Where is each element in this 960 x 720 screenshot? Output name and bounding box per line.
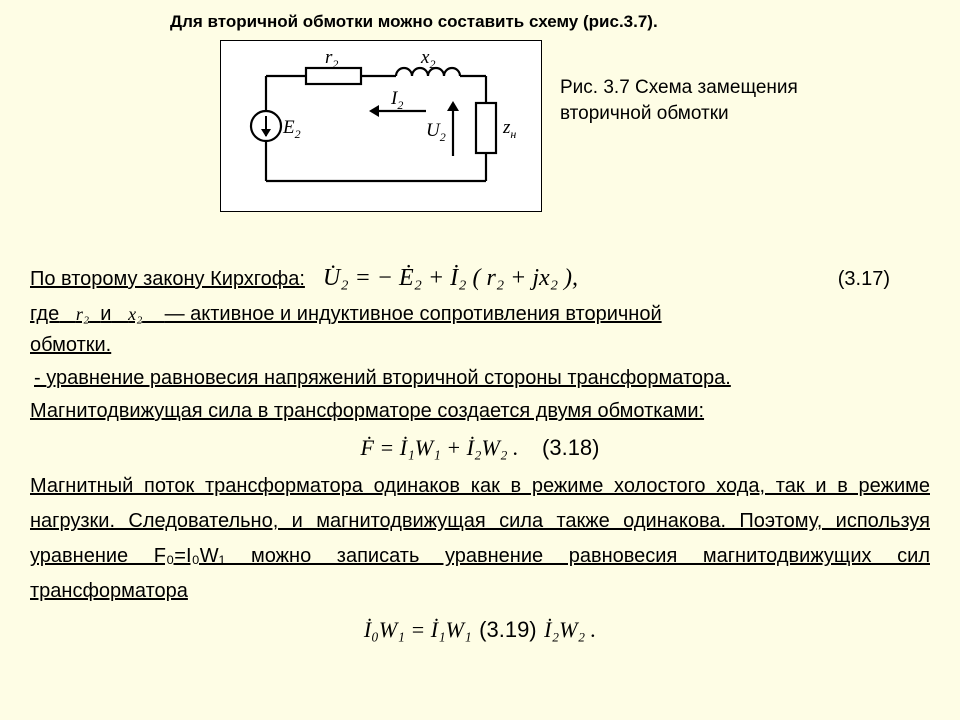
label-u2: U2 <box>426 120 446 144</box>
eq-3-19-num: (3.19) <box>479 617 536 642</box>
eq-3-19-a: İ₀W₁ = İ₁W₁ <box>364 617 472 642</box>
where-line-2: обмотки. <box>30 330 930 361</box>
bullet-eq-balance: уравнение равновесия напряжений вторично… <box>30 363 930 394</box>
label-e2: E2 <box>282 117 301 141</box>
eq-3-18: Ḟ = İ₁W₁ + İ₂W₂ . <box>360 435 518 460</box>
where-line: где r₂ и x₂ — активное и индуктивное соп… <box>30 299 930 330</box>
figure-caption-label: Рис. 3.7 <box>560 77 630 98</box>
intro-text: Для вторичной обмотки можно составить сх… <box>170 12 658 32</box>
mmf-text: Магнитодвижущая сила в трансформаторе со… <box>30 396 930 427</box>
eq-3-18-line: Ḟ = İ₁W₁ + İ₂W₂ . (3.18) <box>30 431 930 465</box>
body-content: По второму закону Кирхгофа: U̇₂ = − Ė₂ +… <box>30 260 930 651</box>
figure-caption: Рис. 3.7 Схема замещения вторичной обмот… <box>560 75 840 126</box>
kirchhoff-label: По второму закону Кирхгофа: <box>30 264 305 295</box>
eq-3-19-b: İ₂W₂ . <box>544 617 596 642</box>
eq-3-19-line: İ₀W₁ = İ₁W₁ (3.19) İ₂W₂ . <box>30 613 930 647</box>
label-i2: I2 <box>390 88 403 112</box>
eq-3-18-num: (3.18) <box>542 435 599 460</box>
eq-3-17-num: (3.17) <box>838 264 930 295</box>
label-x2: x2 <box>420 47 435 71</box>
eq-3-17: U̇₂ = − Ė₂ + İ₂ ( r₂ + jx₂ ), <box>323 260 578 297</box>
label-zn: zн <box>502 117 516 141</box>
flux-paragraph: Магнитный поток трансформатора одинаков … <box>30 469 930 609</box>
circuit-figure: r2 x2 I2 E2 U2 zн <box>220 40 542 212</box>
label-r2: r2 <box>325 47 338 71</box>
